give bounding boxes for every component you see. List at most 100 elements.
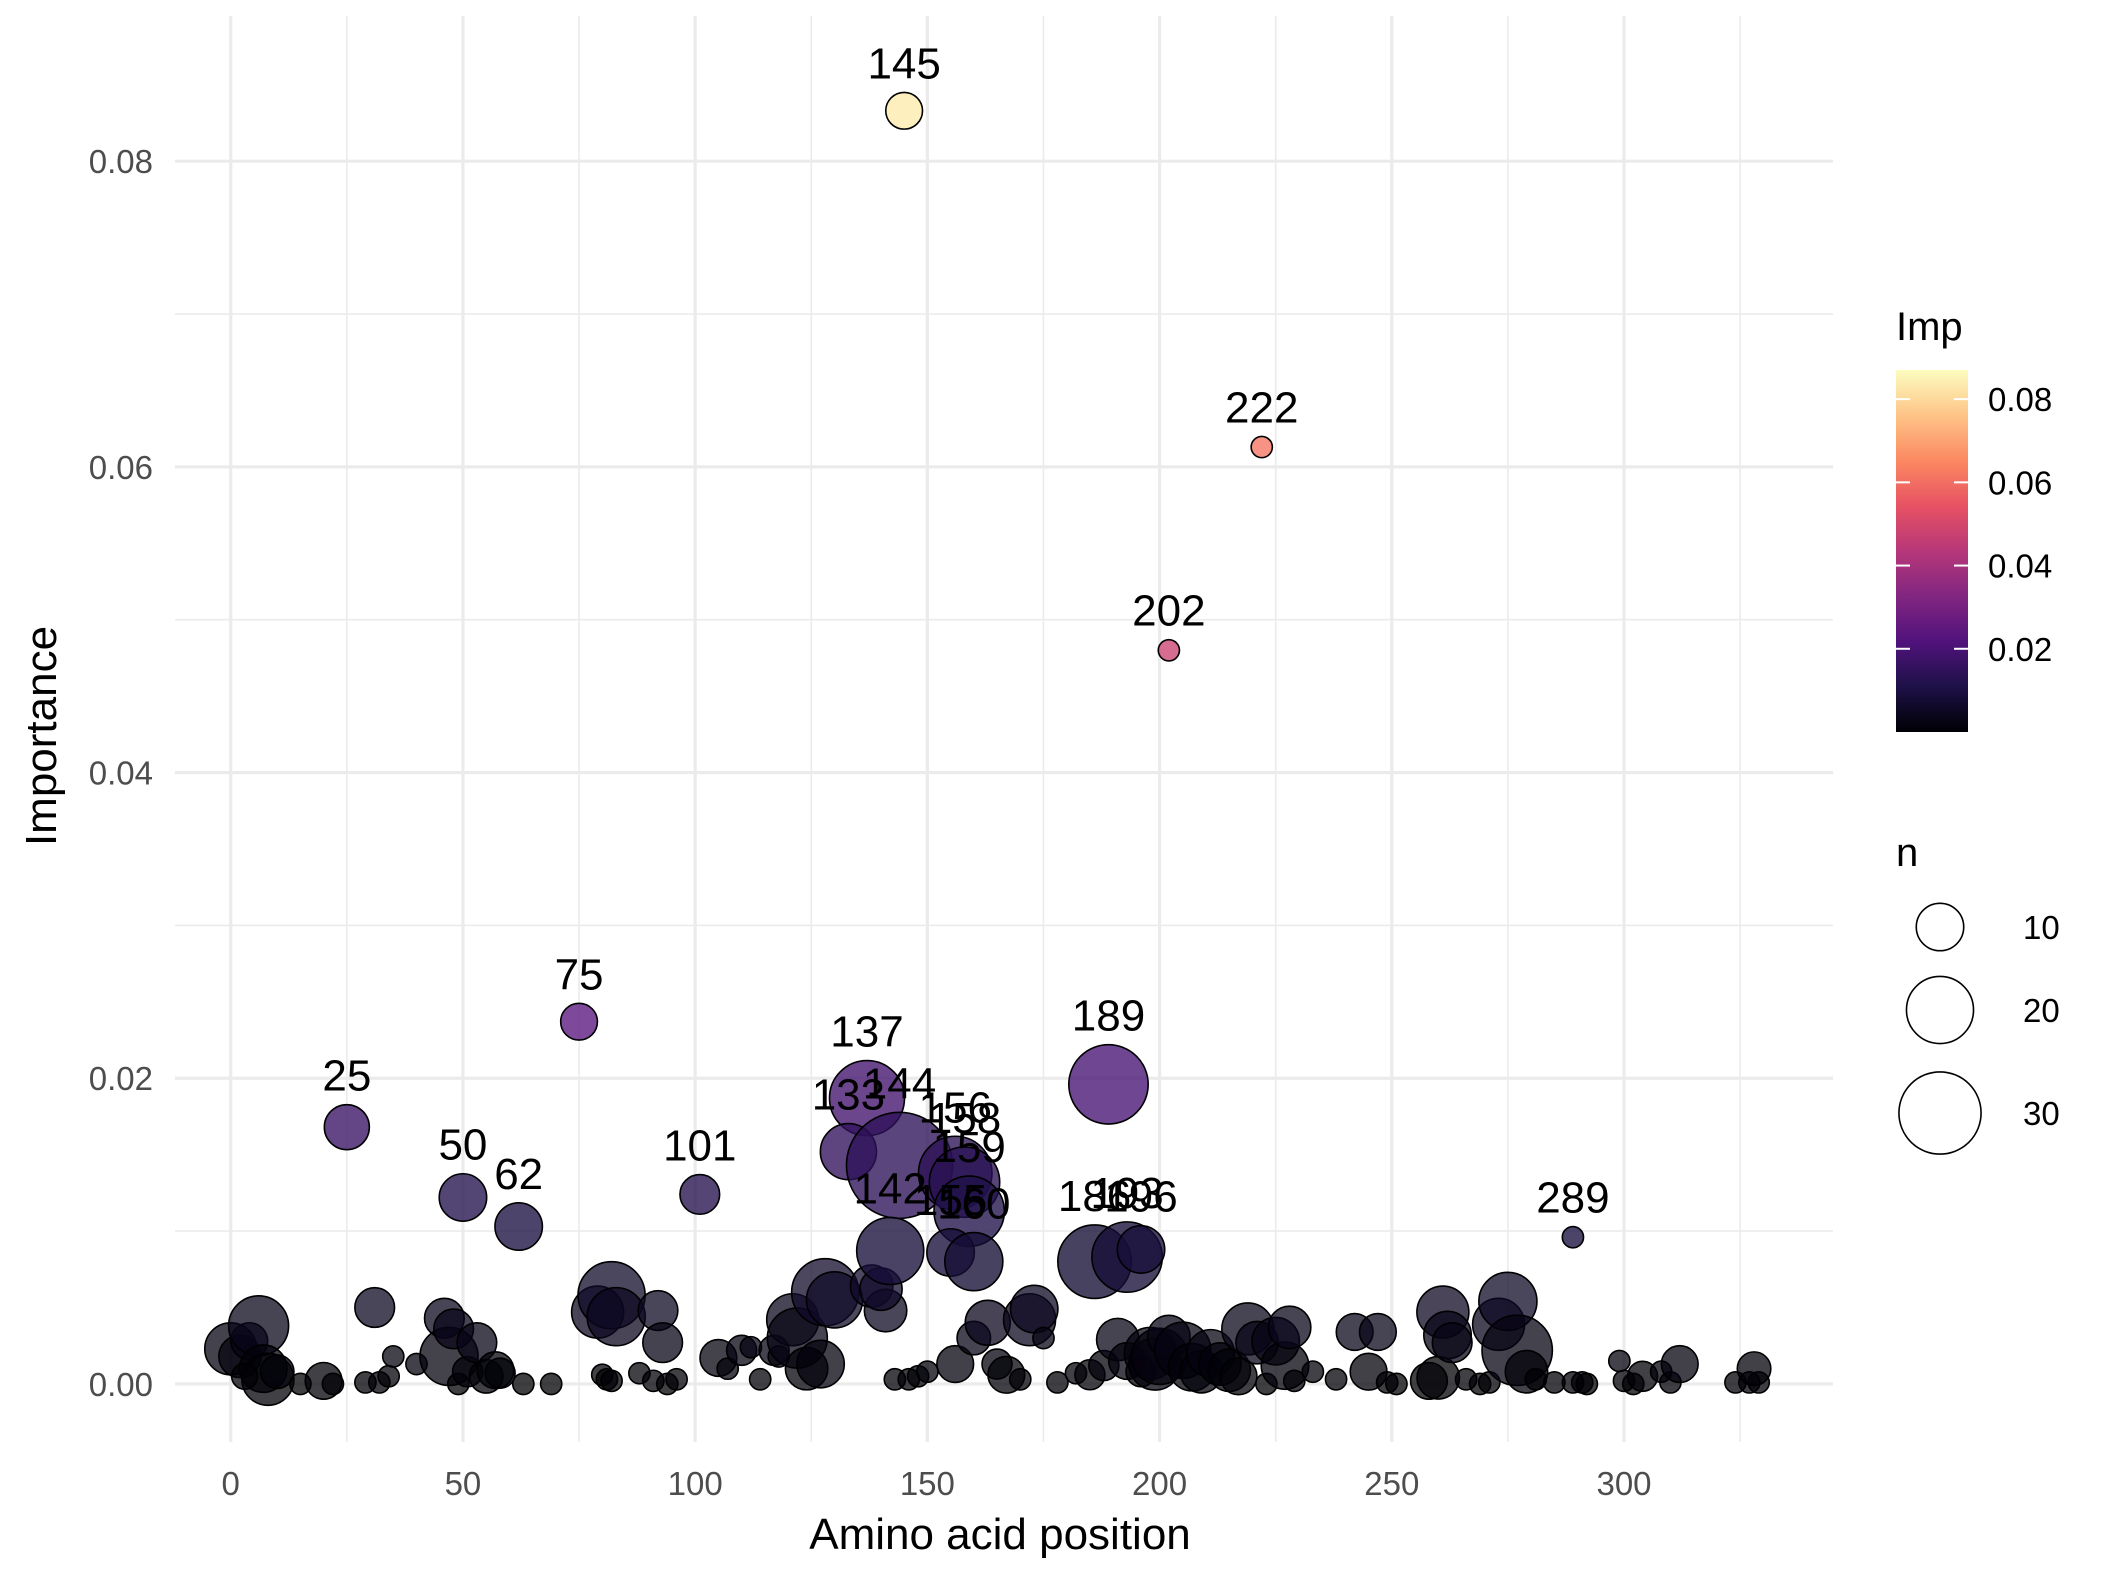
background-points xyxy=(203,1257,1772,1407)
size-legend-label: 30 xyxy=(2023,1095,2060,1132)
data-point xyxy=(321,1372,345,1396)
data-point xyxy=(1219,1357,1258,1396)
data-label: 137 xyxy=(830,1008,903,1057)
data-point xyxy=(539,1372,563,1396)
data-point xyxy=(381,1345,405,1368)
data-point xyxy=(936,1344,975,1384)
data-label: 193 xyxy=(1090,1169,1163,1218)
data-point xyxy=(1660,1344,1699,1384)
data-label: 144 xyxy=(863,1059,936,1108)
y-tick-label: 0.02 xyxy=(89,1060,153,1097)
data-point xyxy=(1046,1370,1069,1394)
data-point xyxy=(1385,1372,1408,1396)
y-tick-label: 0.00 xyxy=(89,1366,153,1403)
data-point-labeled xyxy=(1250,435,1274,459)
labeled-points xyxy=(323,91,1585,1300)
data-label: 101 xyxy=(663,1122,736,1171)
data-point-labeled xyxy=(1157,638,1181,662)
data-point xyxy=(642,1322,684,1364)
data-point xyxy=(1267,1305,1312,1350)
data-point xyxy=(600,1369,623,1393)
data-point xyxy=(230,1362,259,1391)
data-point-labeled xyxy=(884,91,924,130)
y-tick-label: 0.06 xyxy=(89,449,153,486)
data-point xyxy=(748,1367,772,1391)
data-label: 159 xyxy=(932,1123,1005,1172)
size-legend-title: n xyxy=(1896,831,1918,875)
data-label: 156 xyxy=(919,1083,992,1132)
data-point xyxy=(354,1286,396,1329)
data-point xyxy=(259,1354,295,1390)
data-point xyxy=(1301,1360,1325,1384)
data-point xyxy=(796,1339,846,1389)
y-tick-label: 0.08 xyxy=(89,143,153,180)
data-point-labeled xyxy=(943,1231,1004,1292)
data-label: 189 xyxy=(1072,992,1145,1041)
y-tick-label: 0.04 xyxy=(89,755,153,792)
data-point xyxy=(665,1367,688,1391)
size-legend-label: 10 xyxy=(2023,909,2060,946)
x-tick-label: 300 xyxy=(1596,1465,1651,1502)
x-axis-title: Amino acid position xyxy=(809,1510,1191,1559)
data-point xyxy=(1009,1284,1059,1334)
data-label: 158 xyxy=(928,1094,1001,1143)
data-point-labeled xyxy=(1068,1043,1149,1125)
data-point-labeled xyxy=(679,1173,721,1216)
data-point xyxy=(586,1286,647,1347)
data-label: 142 xyxy=(854,1164,927,1213)
data-label: 62 xyxy=(494,1150,543,1199)
data-point-labeled xyxy=(1116,1224,1166,1274)
y-axis-title: Importance xyxy=(17,626,66,846)
data-label: 186 xyxy=(1058,1172,1131,1221)
data-label: 196 xyxy=(1104,1173,1177,1222)
color-legend-bar xyxy=(1896,370,1968,732)
data-label: 160 xyxy=(937,1180,1010,1229)
data-label: 202 xyxy=(1132,587,1205,636)
axes: 0 50 100 150 200 250 300 0.00 0.02 0.04 0.06 0.08 xyxy=(89,143,1652,1502)
data-label: 50 xyxy=(438,1121,487,1170)
color-legend-label: 0.08 xyxy=(1988,381,2052,418)
x-tick-label: 200 xyxy=(1132,1465,1187,1502)
data-label: 145 xyxy=(867,39,940,88)
color-legend-label: 0.06 xyxy=(1988,464,2052,501)
data-point-labeled xyxy=(494,1201,544,1252)
x-tick-label: 250 xyxy=(1364,1465,1419,1502)
data-point xyxy=(739,1335,763,1359)
data-point xyxy=(1032,1326,1055,1350)
data-point xyxy=(1607,1349,1631,1373)
data-point xyxy=(1431,1322,1473,1364)
x-tick-label: 0 xyxy=(222,1465,240,1502)
data-point-labeled xyxy=(855,1216,925,1286)
data-point-labeled xyxy=(1561,1225,1585,1249)
data-label: 155 xyxy=(914,1176,987,1225)
data-point xyxy=(377,1364,401,1388)
x-tick-label: 150 xyxy=(900,1465,955,1502)
data-point xyxy=(1736,1351,1772,1387)
data-label: 25 xyxy=(322,1052,371,1101)
color-legend-label: 0.02 xyxy=(1988,631,2052,668)
size-legend: n 10 20 30 xyxy=(1896,831,2060,1155)
data-point xyxy=(1358,1312,1398,1352)
data-point-labeled xyxy=(438,1172,488,1222)
x-tick-label: 100 xyxy=(668,1465,723,1502)
data-label: 75 xyxy=(555,950,604,999)
data-point xyxy=(1282,1369,1306,1393)
color-legend-label: 0.04 xyxy=(1988,548,2052,585)
size-legend-circle xyxy=(1915,902,1965,952)
color-legend-title: Imp xyxy=(1896,305,1963,349)
data-point xyxy=(484,1357,516,1390)
color-legend: Imp 0.02 0.04 0.06 0.08 xyxy=(1896,305,2052,732)
data-point-labeled xyxy=(323,1103,371,1151)
data-point xyxy=(915,1360,939,1384)
data-point xyxy=(1524,1367,1548,1391)
data-point xyxy=(1575,1372,1599,1396)
data-label: 222 xyxy=(1225,383,1298,432)
size-legend-circle xyxy=(1905,975,1975,1045)
point-labels: 145 222 202 75 25 189 137 133144156158159142155… xyxy=(322,39,1609,1228)
data-label: 289 xyxy=(1536,1174,1609,1223)
size-legend-circle xyxy=(1898,1071,1982,1155)
data-label: 133 xyxy=(812,1071,885,1120)
data-point xyxy=(1324,1367,1348,1391)
data-point-labeled xyxy=(559,1002,599,1041)
